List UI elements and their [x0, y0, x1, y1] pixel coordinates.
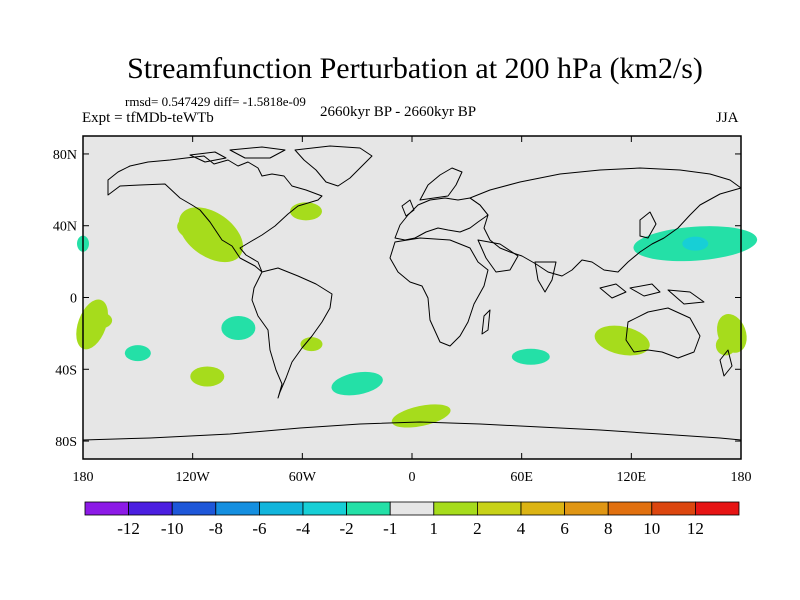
- colorbar-swatch: [476, 501, 522, 516]
- south-pacific-central-negative: [124, 345, 151, 362]
- south-pacific-east-negative: [221, 316, 256, 341]
- x-tick-label: 60E: [510, 470, 533, 485]
- colorbar-swatch: [128, 501, 173, 516]
- period-label: 2660kyr BP - 2660kyr BP: [320, 104, 477, 120]
- y-axis: 80N 40N 0 40S 80S: [53, 148, 741, 450]
- colorbar-label: 1: [430, 519, 439, 538]
- indian-ocean-negative: [511, 348, 550, 365]
- colorbar-swatch: [433, 501, 478, 516]
- colorbar-label: -1: [383, 519, 397, 538]
- x-tick-label: 120E: [617, 470, 647, 485]
- experiment-label: Expt = tfMDb-teWTb: [82, 110, 214, 126]
- south-america-positive: [300, 337, 323, 352]
- colorbar-swatch: [84, 501, 129, 516]
- colorbar-label: -2: [340, 519, 354, 538]
- colorbar-label: 6: [560, 519, 569, 538]
- colorbar-swatch: [564, 501, 609, 516]
- colorbar-swatch: [346, 501, 391, 516]
- y-tick-label: 80S: [55, 435, 77, 450]
- colorbar-swatch: [651, 501, 696, 516]
- x-tick-label: 180: [731, 470, 752, 485]
- colorbar-label: -8: [209, 519, 223, 538]
- colorbar-swatch: [607, 501, 653, 516]
- colorbar-label: -12: [117, 519, 140, 538]
- south-pacific-west-positive-lobe-1: [88, 312, 113, 329]
- x-tick-label: 60W: [289, 470, 317, 485]
- anomaly-features: [76, 202, 758, 428]
- x-tick-label: 180: [73, 470, 94, 485]
- west-pacific-core-negative: [682, 236, 709, 251]
- south-pacific-south-positive: [190, 366, 225, 387]
- colorbar-label: 2: [473, 519, 482, 538]
- newfoundland-positive: [289, 202, 322, 221]
- y-tick-label: 40S: [55, 363, 77, 378]
- colorbar-swatch: [302, 501, 347, 516]
- colorbar-swatch: [520, 501, 565, 516]
- map-background: [83, 136, 741, 459]
- colorbar-labels: -12 -10 -8 -6 -4 -2 -1 1 2 4 6 8 10 12: [117, 519, 704, 538]
- south-atlantic-polar-positive: [391, 404, 451, 428]
- chart-title: Streamfunction Perturbation at 200 hPa (…: [127, 52, 703, 85]
- coastlines: [82, 145, 742, 441]
- southwest-pacific-positive-lobe-1: [715, 335, 736, 356]
- north-america-west-coast-positive-lobe-1: [177, 216, 217, 242]
- colorbar-label: 8: [604, 519, 613, 538]
- colorbar-swatch: [695, 501, 740, 516]
- x-tick-label: 120W: [176, 470, 211, 485]
- colorbar-swatch: [171, 501, 217, 516]
- colorbar: [84, 501, 740, 516]
- colorbar-label: 12: [687, 519, 704, 538]
- south-atlantic-negative: [331, 371, 383, 396]
- colorbar-label: 4: [517, 519, 526, 538]
- season-label: JJA: [716, 110, 739, 126]
- colorbar-swatch: [215, 501, 260, 516]
- colorbar-swatch: [258, 501, 304, 516]
- stats-text: rmsd= 0.547429 diff= -1.5818e-09: [125, 94, 306, 109]
- y-tick-label: 80N: [53, 148, 77, 163]
- colorbar-label: 10: [643, 519, 660, 538]
- colorbar-label: -4: [296, 519, 311, 538]
- y-tick-label: 40N: [53, 220, 77, 235]
- x-tick-label: 0: [409, 470, 416, 485]
- colorbar-swatch: [389, 501, 435, 516]
- x-axis: 180 120W 60W 0 60E 120E 180: [73, 136, 752, 485]
- y-tick-label: 0: [70, 292, 77, 307]
- colorbar-label: -6: [252, 519, 266, 538]
- australia-west-positive: [594, 325, 650, 356]
- colorbar-label: -10: [161, 519, 184, 538]
